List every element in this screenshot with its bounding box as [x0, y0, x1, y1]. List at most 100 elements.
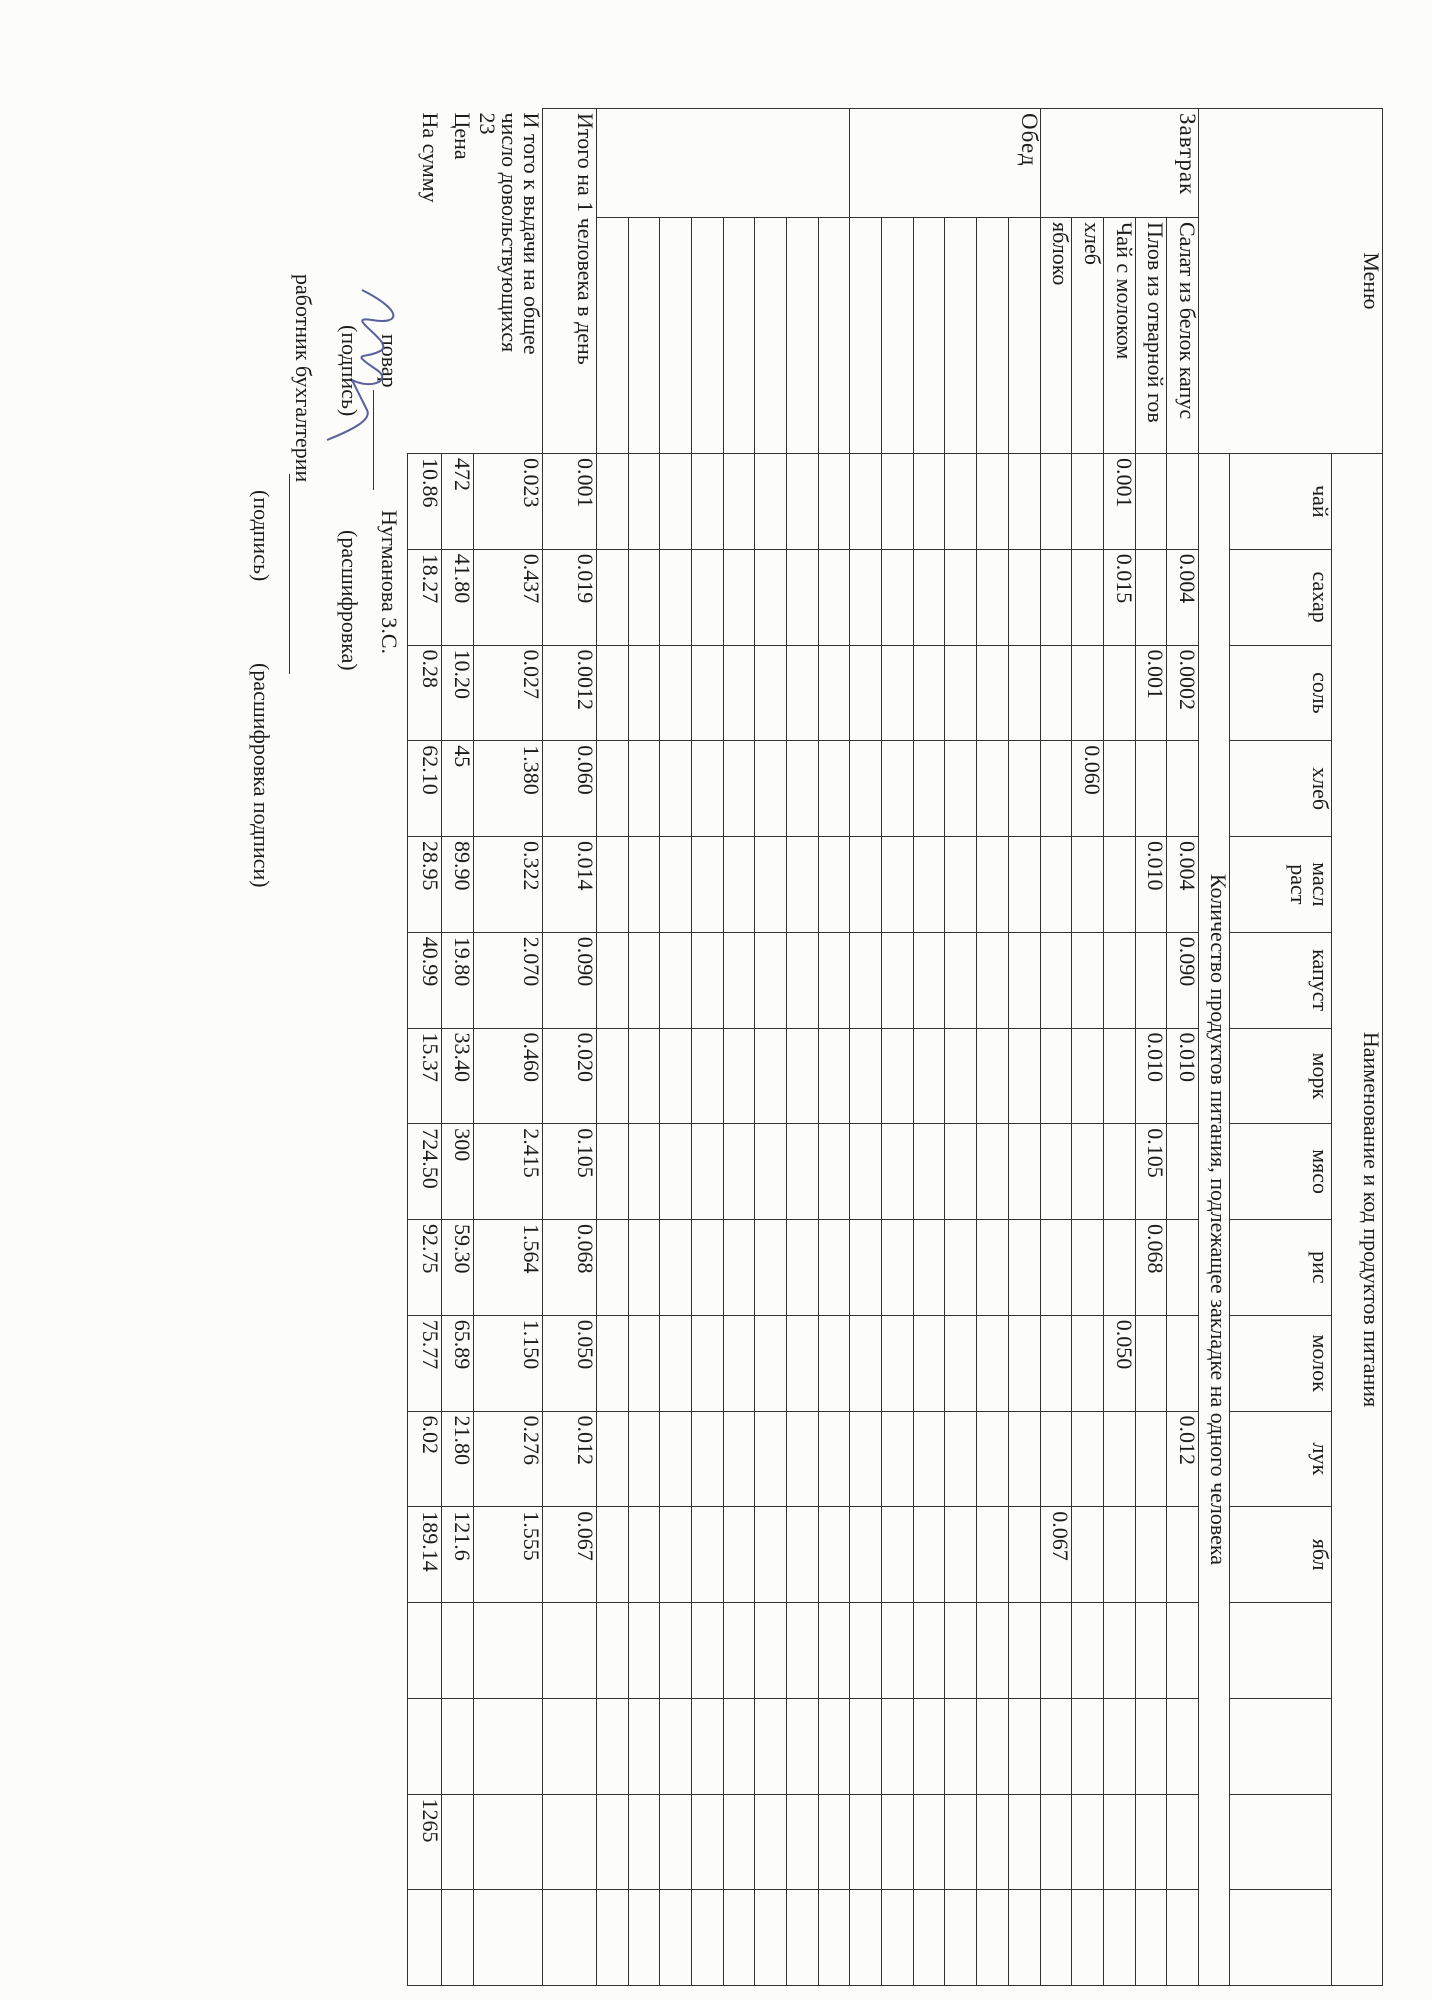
totals-cell: 1265	[407, 1794, 442, 1890]
totals-cell: 0.027	[473, 645, 543, 741]
table-row	[849, 109, 882, 1986]
quantity-cell	[1103, 645, 1136, 741]
quantity-cell	[945, 932, 977, 1028]
quantity-cell	[849, 1889, 882, 1986]
quantity-cell	[1071, 1698, 1104, 1794]
totals-cell: 0.437	[473, 549, 543, 645]
quantity-cell	[881, 1123, 914, 1220]
table-row: хлеб 0.060	[1071, 109, 1104, 1986]
quantity-cell	[849, 1698, 882, 1794]
quantity-cell	[945, 549, 977, 645]
quantity-title-header: Количество продуктов питания, подлежащее…	[1198, 453, 1230, 1986]
quantity-cell	[723, 1028, 755, 1124]
quantity-cell	[786, 1506, 819, 1603]
quantity-cell	[628, 740, 660, 837]
table-row	[754, 109, 787, 1986]
product-column-header: капуст	[1229, 932, 1332, 1028]
quantity-cell	[786, 932, 819, 1028]
quantity-cell	[596, 549, 629, 645]
quantity-cell	[976, 1411, 1009, 1507]
quantity-cell	[628, 1506, 660, 1603]
quantity-cell	[945, 1411, 977, 1507]
quantity-cell	[659, 932, 692, 1028]
dish-name: Салат из белок капус	[1166, 217, 1199, 454]
dish-name	[628, 217, 660, 454]
quantity-cell	[945, 1794, 977, 1890]
product-column-header	[1229, 1889, 1332, 1986]
quantity-cell	[945, 645, 977, 741]
quantity-cell	[596, 1411, 629, 1507]
quantity-cell	[1008, 453, 1041, 550]
totals-row: Итого на 1 человека в день 0.001 0.019 0.00…	[542, 108, 597, 1986]
quantity-cell	[818, 1028, 850, 1124]
totals-cell: 0.460	[473, 1028, 543, 1124]
quantity-cell	[596, 1602, 629, 1699]
quantity-cell	[913, 1506, 945, 1603]
quantity-cell	[1008, 1028, 1041, 1124]
quantity-cell	[628, 1411, 660, 1507]
quantity-cell	[881, 1219, 914, 1316]
totals-cell: 2.070	[473, 932, 543, 1028]
quantity-cell	[976, 1794, 1009, 1890]
quantity-cell: 0.068	[1135, 1219, 1167, 1316]
quantity-cell	[1008, 1889, 1041, 1986]
quantity-cell	[1135, 1794, 1167, 1890]
quantity-cell	[1166, 740, 1199, 837]
quantity-cell	[881, 836, 914, 933]
quantity-cell	[881, 549, 914, 645]
quantity-cell	[818, 1219, 850, 1316]
quantity-cell	[881, 453, 914, 550]
quantity-cell	[1071, 836, 1104, 933]
totals-cell	[441, 1698, 474, 1794]
quantity-cell	[881, 1028, 914, 1124]
totals-cell: 62.10	[407, 740, 442, 837]
product-column-header: молок	[1229, 1315, 1332, 1411]
totals-cell	[407, 1698, 442, 1794]
quantity-cell	[976, 1889, 1009, 1986]
quantity-cell	[1103, 1698, 1136, 1794]
quantity-cell	[818, 1794, 850, 1890]
quantity-cell	[976, 932, 1009, 1028]
quantity-cell	[849, 453, 882, 550]
quantity-cell	[945, 1889, 977, 1986]
totals-cell: 724.50	[407, 1123, 442, 1220]
quantity-cell	[723, 549, 755, 645]
totals-cell: 1.380	[473, 740, 543, 837]
quantity-cell	[818, 1506, 850, 1603]
quantity-cell	[976, 836, 1009, 933]
dish-name	[976, 217, 1009, 454]
table-row: яблоко 0.067	[1040, 109, 1072, 1986]
quantity-cell	[786, 1315, 819, 1411]
table-row	[596, 108, 850, 1986]
totals-cell: 65.89	[441, 1315, 474, 1411]
quantity-cell	[754, 932, 787, 1028]
quantity-cell	[1071, 1794, 1104, 1890]
quantity-cell	[659, 1411, 692, 1507]
quantity-cell	[881, 1506, 914, 1603]
quantity-cell	[1166, 1698, 1199, 1794]
quantity-cell	[818, 1889, 850, 1986]
quantity-cell	[1040, 1794, 1072, 1890]
quantity-cell	[818, 453, 850, 550]
quantity-cell	[596, 1315, 629, 1411]
quantity-cell	[976, 1602, 1009, 1699]
dish-name: хлеб	[1071, 217, 1104, 454]
quantity-cell	[881, 1602, 914, 1699]
quantity-cell	[786, 1028, 819, 1124]
quantity-cell	[659, 740, 692, 837]
quantity-cell	[754, 1315, 787, 1411]
quantity-cell	[723, 1315, 755, 1411]
quantity-cell	[691, 1028, 724, 1124]
totals-cell: 0.090	[542, 932, 597, 1028]
quantity-cell	[659, 1315, 692, 1411]
quantity-cell	[976, 1506, 1009, 1603]
quantity-cell	[1008, 549, 1041, 645]
quantity-cell	[976, 453, 1009, 550]
quantity-cell	[628, 1219, 660, 1316]
quantity-cell	[1103, 836, 1136, 933]
table-row	[659, 109, 692, 1986]
quantity-cell	[1166, 1602, 1199, 1699]
quantity-cell	[818, 740, 850, 837]
totals-cell: 21.80	[441, 1411, 474, 1507]
quantity-cell	[628, 836, 660, 933]
